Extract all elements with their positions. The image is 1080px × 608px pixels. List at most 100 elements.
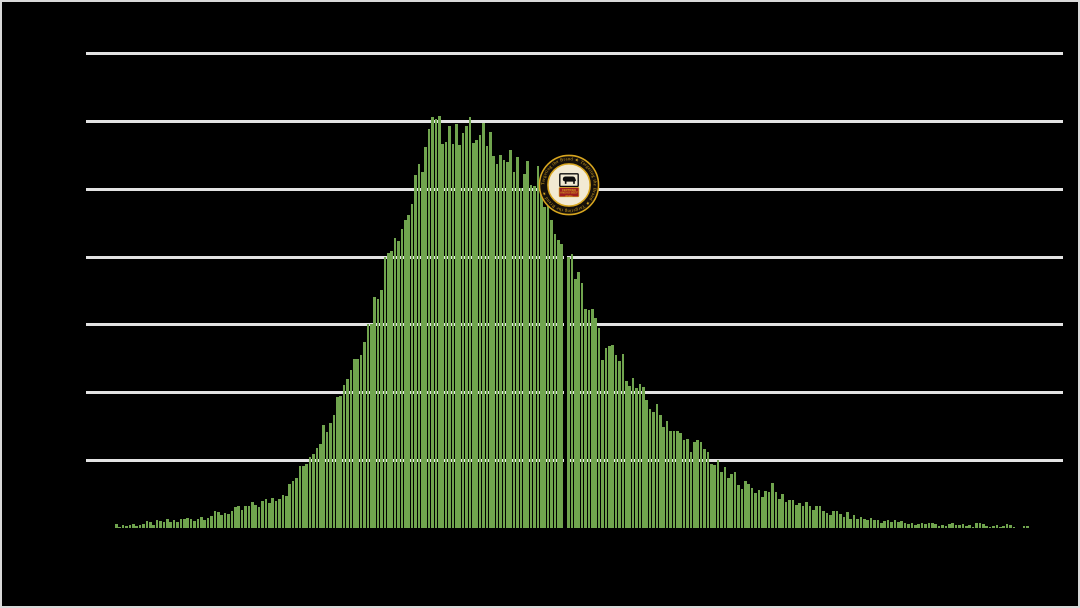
histogram-bar <box>727 477 730 528</box>
histogram-bar <box>441 143 444 528</box>
histogram-bar <box>543 207 546 528</box>
histogram-bar <box>322 425 325 528</box>
histogram-bar <box>897 521 900 528</box>
histogram-bar <box>431 117 434 528</box>
histogram-bar <box>570 254 574 528</box>
histogram-bar <box>730 473 733 528</box>
histogram-bar <box>397 240 400 528</box>
histogram-bar <box>206 518 210 528</box>
histogram-bar <box>733 471 737 528</box>
histogram-bar <box>319 444 322 528</box>
histogram-bar <box>305 463 308 528</box>
histogram-bar <box>621 354 625 528</box>
histogram-bar <box>526 160 529 528</box>
histogram-bar <box>240 509 244 528</box>
histogram-bar <box>846 512 849 528</box>
histogram-bar <box>550 220 553 528</box>
histogram-bar <box>594 318 597 528</box>
histogram-bar <box>601 359 604 528</box>
histogram-bar <box>533 186 536 528</box>
histogram-bar <box>363 342 366 528</box>
histogram-bar <box>818 506 822 528</box>
histogram-bar <box>179 518 183 528</box>
histogram-bar <box>553 233 557 528</box>
histogram-bar <box>839 513 842 528</box>
histogram-bar <box>546 190 550 528</box>
histogram-bar <box>407 215 410 528</box>
brand-seal-icon: Targeting the Brand ★ Targeting the Bran… <box>538 154 600 216</box>
histogram-bar <box>975 523 978 528</box>
histogram-bar <box>669 431 672 528</box>
histogram-bar <box>931 522 934 528</box>
histogram-bar <box>808 505 812 528</box>
histogram-bar <box>380 290 383 528</box>
histogram-bar <box>655 404 659 528</box>
histogram-bar <box>886 519 890 528</box>
histogram-bar <box>482 122 485 528</box>
histogram-bar <box>754 493 757 528</box>
histogram-bar <box>954 525 958 528</box>
svg-text:BRAND: BRAND <box>565 194 573 197</box>
histogram-bar <box>336 396 339 528</box>
histogram-bar <box>842 517 846 528</box>
certified-angus-beef-targeting-the-brand-logo: Targeting the Brand ★ Targeting the Bran… <box>538 154 600 221</box>
histogram-bar <box>716 459 720 528</box>
histogram-bar <box>159 520 162 528</box>
histogram-bar <box>186 518 189 528</box>
histogram-bar <box>115 524 118 528</box>
histogram-bar <box>506 162 509 528</box>
histogram-bar <box>822 511 825 528</box>
histogram-bar <box>417 163 421 528</box>
histogram-bar <box>404 219 407 528</box>
histogram-bar <box>536 165 540 528</box>
histogram-bar <box>883 521 886 528</box>
histogram-bar <box>220 515 223 528</box>
histogram-bar <box>278 499 281 528</box>
histogram-bar <box>512 171 516 528</box>
histogram-bar <box>999 527 1002 528</box>
histogram-bar <box>968 524 971 528</box>
histogram-bar <box>737 485 740 528</box>
histogram-bar <box>349 370 353 528</box>
histogram-bar <box>448 125 451 528</box>
histogram-bar <box>835 511 839 528</box>
histogram-bar <box>907 523 910 528</box>
histogram-bar <box>468 117 472 528</box>
histogram-bar <box>383 257 387 528</box>
histogram-bar <box>1009 524 1012 528</box>
histogram-bar <box>478 134 482 528</box>
histogram-bar <box>264 498 268 528</box>
histogram-bar <box>648 409 652 528</box>
histogram-bar <box>825 513 829 528</box>
histogram-bar <box>217 512 220 528</box>
histogram-bar <box>376 298 380 528</box>
histogram-bar <box>880 523 883 528</box>
histogram-bar <box>890 522 893 528</box>
histogram-bar <box>958 524 961 528</box>
histogram-bar <box>210 516 213 528</box>
histogram-bar <box>193 520 196 528</box>
histogram-bar <box>866 520 869 528</box>
histogram-bar <box>169 521 172 528</box>
histogram-bar <box>693 441 696 528</box>
histogram-bar <box>723 467 727 528</box>
histogram-bar <box>557 240 560 528</box>
histogram-bar <box>172 520 176 528</box>
histogram-bar <box>353 359 356 528</box>
histogram-bar <box>696 440 699 528</box>
histogram-bar <box>465 125 468 528</box>
histogram-bar <box>315 448 319 528</box>
histogram-bar <box>1026 526 1029 528</box>
histogram-bar <box>176 521 179 528</box>
histogram-bar <box>988 527 992 528</box>
histogram-bar <box>519 188 523 528</box>
histogram-bar <box>750 487 754 528</box>
histogram-bar <box>852 514 856 528</box>
histogram-bar <box>492 155 495 528</box>
histogram-bar <box>495 164 499 528</box>
histogram-bar <box>628 386 631 528</box>
histogram-bar <box>961 524 965 528</box>
histogram-bar <box>288 484 291 528</box>
histogram-bar <box>138 525 142 528</box>
histogram-bar <box>268 502 271 528</box>
